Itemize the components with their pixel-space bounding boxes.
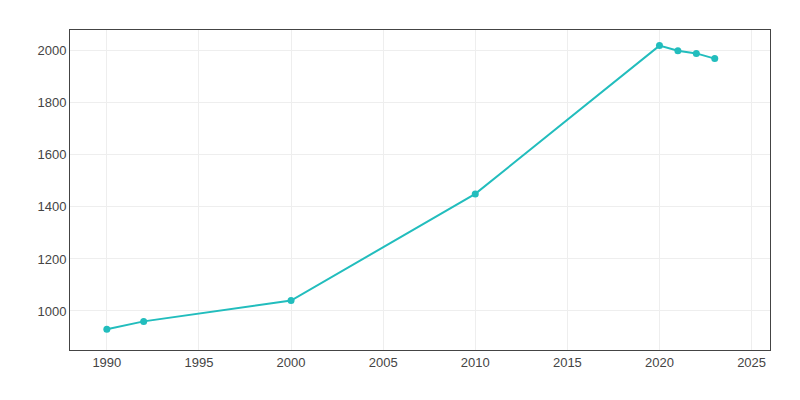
svg-text:1000: 1000 [37,304,66,319]
svg-text:2000: 2000 [37,43,66,58]
svg-text:2000: 2000 [277,355,306,370]
svg-text:2025: 2025 [737,355,766,370]
svg-text:1600: 1600 [37,147,66,162]
svg-text:2005: 2005 [369,355,398,370]
svg-text:1200: 1200 [37,251,66,266]
svg-text:1400: 1400 [37,199,66,214]
svg-text:2020: 2020 [645,355,674,370]
svg-text:1800: 1800 [37,95,66,110]
svg-text:1995: 1995 [184,355,213,370]
svg-text:2015: 2015 [553,355,582,370]
svg-text:2010: 2010 [461,355,490,370]
svg-text:1990: 1990 [92,355,121,370]
